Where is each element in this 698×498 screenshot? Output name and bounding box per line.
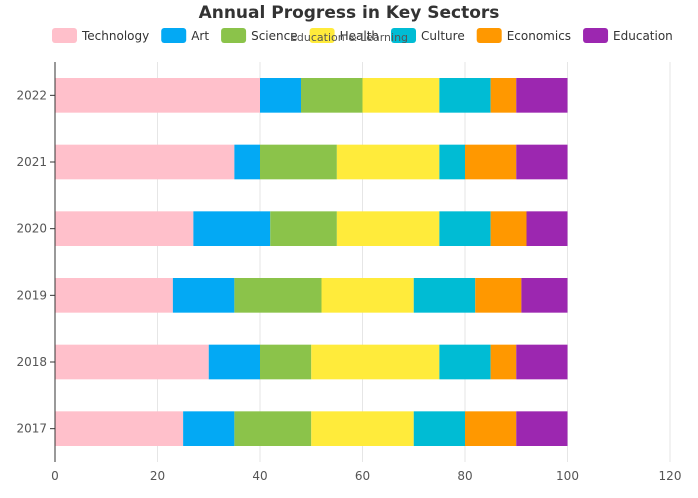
legend-swatch-art[interactable] — [161, 28, 187, 43]
bar-segment-economics-2017[interactable] — [465, 411, 517, 446]
bar-segment-economics-2021[interactable] — [465, 144, 517, 180]
bar-segment-economics-2022[interactable] — [490, 78, 517, 113]
bar-segment-technology-2019[interactable] — [55, 278, 173, 313]
bar-segment-health-2022[interactable] — [362, 78, 440, 113]
legend-swatch-culture[interactable] — [391, 28, 417, 43]
x-tick-label: 40 — [252, 469, 267, 483]
bar-segment-art-2017[interactable] — [183, 411, 235, 446]
bar-segment-health-2021[interactable] — [336, 144, 440, 180]
legend-label-health[interactable]: Health — [340, 29, 379, 43]
axes: 0 20 40 60 80 100 120 2017 2018 2019 2020 2021 2022 — [16, 62, 681, 483]
bar-segment-culture-2019[interactable] — [413, 278, 476, 313]
bar-segment-education-2017[interactable] — [516, 411, 568, 446]
grid — [157, 62, 671, 462]
y-tick-label: 2020 — [16, 222, 47, 236]
x-tick-label: 0 — [51, 469, 59, 483]
x-tick-label: 20 — [150, 469, 165, 483]
legend-label-culture[interactable]: Culture — [421, 29, 465, 43]
legend-label-education[interactable]: Education — [613, 29, 673, 43]
y-tick-label: 2022 — [16, 88, 47, 102]
bar-segment-art-2020[interactable] — [193, 211, 271, 246]
bar-segment-culture-2017[interactable] — [413, 411, 465, 446]
bar-segment-science-2021[interactable] — [260, 144, 337, 180]
legend-swatch-technology[interactable] — [52, 28, 77, 43]
chart-title: Annual Progress in Key Sectors — [199, 3, 500, 23]
legend-swatch-science[interactable] — [221, 28, 247, 43]
legend-swatch-economics[interactable] — [476, 28, 502, 43]
bar-segment-science-2017[interactable] — [234, 411, 312, 446]
bar-segment-education-2022[interactable] — [516, 78, 568, 113]
bar-segment-culture-2018[interactable] — [439, 344, 491, 380]
bar-segment-technology-2021[interactable] — [55, 144, 235, 180]
bar-segment-health-2018[interactable] — [311, 344, 440, 380]
bar-segment-economics-2020[interactable] — [490, 211, 527, 246]
bar-segment-education-2019[interactable] — [521, 278, 568, 313]
bar-segment-science-2019[interactable] — [234, 278, 322, 313]
x-tick-label: 100 — [556, 469, 579, 483]
bar-segment-culture-2022[interactable] — [439, 78, 491, 113]
bar-segment-art-2021[interactable] — [234, 144, 260, 180]
y-tick-label: 2017 — [16, 422, 47, 436]
bar-segment-technology-2020[interactable] — [55, 211, 194, 246]
bar-segment-art-2022[interactable] — [260, 78, 301, 113]
bar-segment-education-2021[interactable] — [516, 144, 568, 180]
legend: Technology Art Science Health Culture Economi… — [52, 28, 673, 43]
y-tick-label: 2018 — [16, 355, 47, 369]
bar-segment-education-2020[interactable] — [526, 211, 568, 246]
bar-segment-technology-2018[interactable] — [55, 344, 209, 380]
bar-segment-culture-2021[interactable] — [439, 144, 465, 180]
bar-segment-technology-2022[interactable] — [55, 78, 260, 113]
legend-label-economics[interactable]: Economics — [507, 29, 571, 43]
x-tick-label: 80 — [457, 469, 472, 483]
y-tick-label: 2021 — [16, 155, 47, 169]
bar-segment-science-2020[interactable] — [270, 211, 337, 246]
legend-swatch-health[interactable] — [309, 28, 335, 43]
x-tick-label: 120 — [659, 469, 682, 483]
bar-segment-science-2022[interactable] — [301, 78, 363, 113]
x-tick-label: 60 — [355, 469, 370, 483]
legend-swatch-education[interactable] — [583, 28, 609, 43]
bar-segment-health-2017[interactable] — [311, 411, 414, 446]
bar-segment-culture-2020[interactable] — [439, 211, 491, 246]
bar-segment-education-2018[interactable] — [516, 344, 568, 380]
chart-subtitle: Education & Learning — [290, 31, 408, 44]
bar-segment-art-2019[interactable] — [172, 278, 235, 313]
legend-label-science[interactable]: Science — [251, 29, 298, 43]
bar-segment-economics-2018[interactable] — [490, 344, 517, 380]
bars — [55, 78, 568, 446]
legend-label-technology[interactable]: Technology — [81, 29, 149, 43]
bar-segment-art-2018[interactable] — [208, 344, 260, 380]
bar-segment-economics-2019[interactable] — [475, 278, 522, 313]
bar-segment-science-2018[interactable] — [260, 344, 312, 380]
bar-segment-health-2019[interactable] — [321, 278, 414, 313]
bar-segment-health-2020[interactable] — [336, 211, 440, 246]
legend-label-art[interactable]: Art — [191, 29, 209, 43]
y-tick-label: 2019 — [16, 288, 47, 302]
bar-segment-technology-2017[interactable] — [55, 411, 184, 446]
